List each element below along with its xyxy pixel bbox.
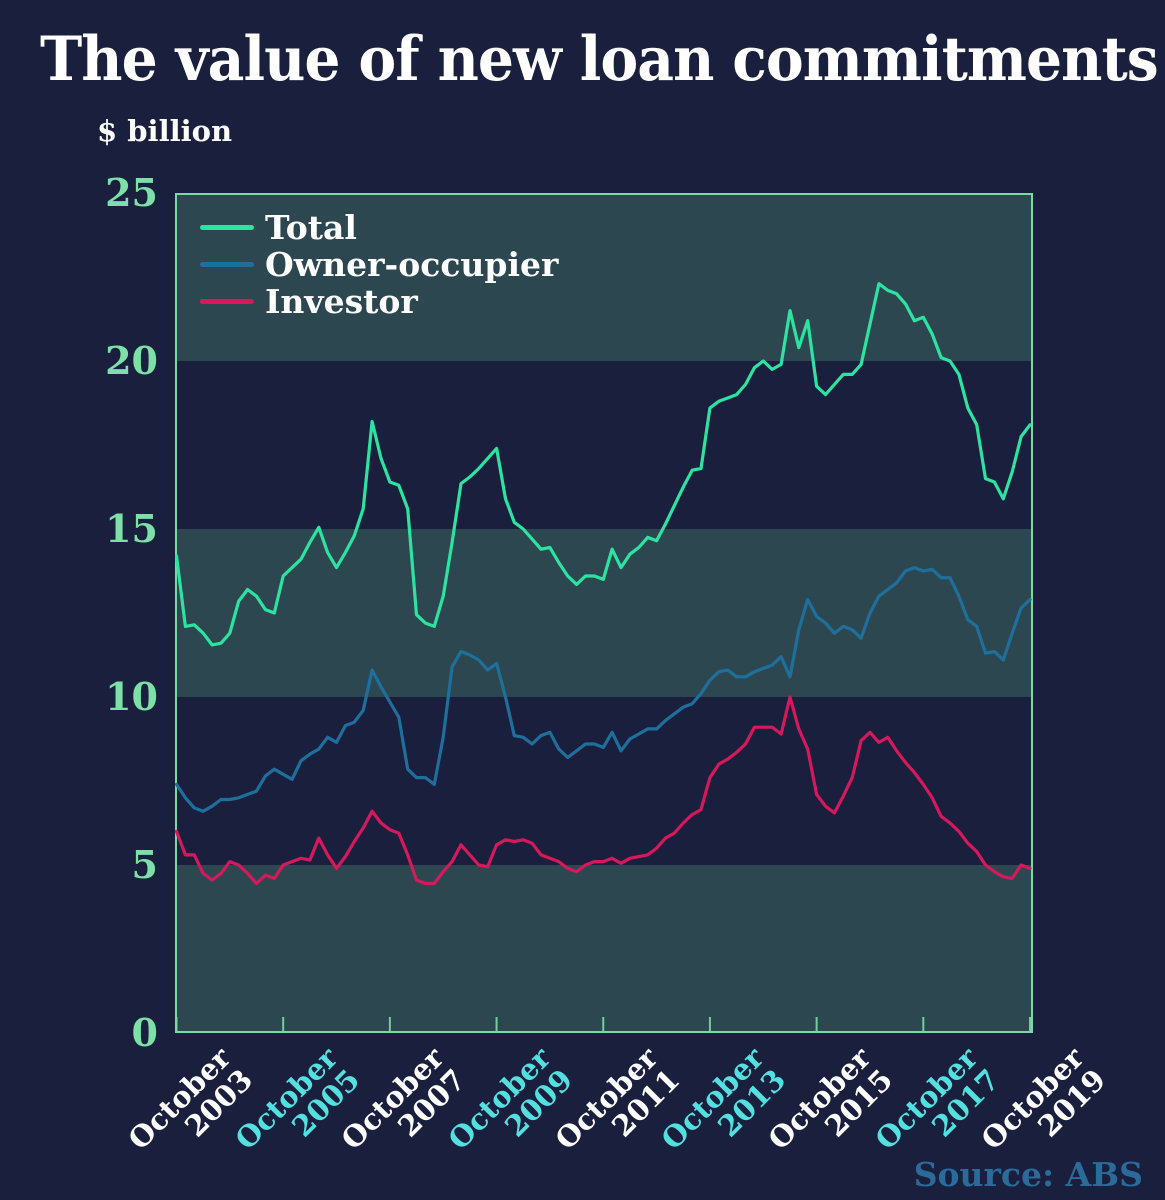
legend-swatch-owner-occupier: [200, 262, 254, 267]
legend-label: Owner-occupier: [265, 245, 559, 284]
series-line-total: [175, 282, 1032, 647]
plot-band-10-15: [176, 529, 1032, 697]
x-tick-label-2007: October 2007: [335, 1041, 473, 1178]
plot-area: [175, 193, 1033, 1033]
source-attribution: Source: ABS: [913, 1155, 1143, 1194]
legend-item-investor: Investor: [200, 283, 558, 320]
y-tick-label-15: 15: [105, 506, 158, 551]
x-tick-label-2005: October 2005: [228, 1041, 366, 1178]
plot-band-0-5: [176, 865, 1032, 1033]
y-tick-label-5: 5: [131, 842, 158, 887]
x-tick-label-2003: October 2003: [121, 1041, 259, 1178]
legend-label: Total: [265, 208, 357, 247]
series-line-investor: [175, 695, 1032, 886]
legend: Total Owner-occupier Investor: [200, 209, 558, 320]
plot-band-20-25: [176, 193, 1032, 361]
series-line-owner-occupier: [175, 566, 1032, 813]
y-tick-label-0: 0: [131, 1010, 158, 1055]
y-tick-label-25: 25: [105, 170, 158, 215]
legend-item-owner-occupier: Owner-occupier: [200, 246, 558, 283]
chart-title: The value of new loan commitments: [40, 24, 1159, 95]
y-tick-label-10: 10: [105, 674, 158, 719]
legend-item-total: Total: [200, 209, 558, 246]
x-tick-label-2011: October 2011: [548, 1041, 686, 1178]
legend-swatch-investor: [200, 299, 254, 304]
x-tick-label-2015: October 2015: [762, 1041, 900, 1178]
y-tick-label-20: 20: [105, 338, 158, 383]
plot-border: [175, 193, 1033, 1033]
legend-label: Investor: [265, 282, 418, 321]
x-tick-label-2013: October 2013: [655, 1041, 793, 1178]
y-axis-unit-label: $ billion: [97, 114, 233, 148]
x-tick-label-2009: October 2009: [441, 1041, 579, 1178]
legend-swatch-total: [200, 225, 254, 230]
